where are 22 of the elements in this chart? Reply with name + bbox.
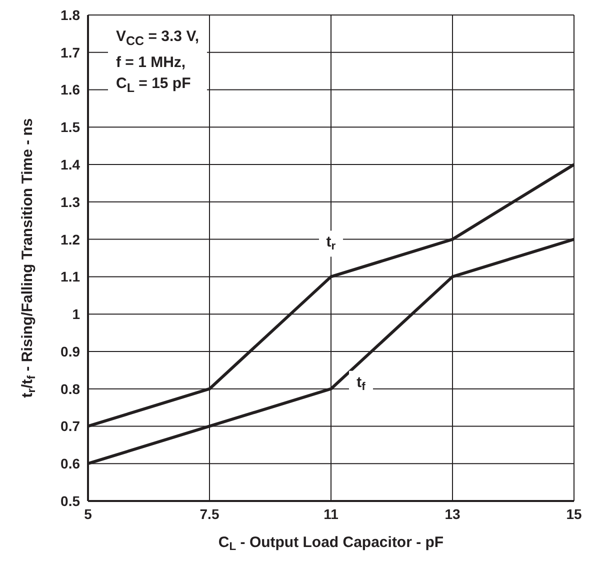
x-tick-label: 13: [444, 506, 460, 522]
y-tick-label: 0.9: [60, 343, 80, 360]
y-tick-label: 1.8: [60, 6, 80, 23]
y-tick-label: 1.3: [60, 194, 80, 210]
x-tick-label: 5: [84, 506, 92, 522]
x-tick-label: 7.5: [200, 506, 220, 522]
x-tick-label: 15: [566, 506, 582, 522]
y-tick-label: 1: [72, 306, 80, 322]
x-axis-title: C$_{L}$ - Output Load Capacitor - pF: [218, 534, 444, 554]
y-tick-label: 0.5: [60, 492, 80, 509]
y-tick-label: 1.2: [60, 231, 80, 248]
y-tick-label: 1.1: [60, 268, 80, 285]
series-label: t$_{f}$: [356, 374, 366, 394]
y-tick-label: 0.7: [60, 418, 80, 434]
y-tick-label: 0.6: [60, 456, 80, 472]
series-label: t$_{r}$: [326, 234, 336, 254]
y-tick-label: 1.7: [60, 44, 80, 60]
x-tick-label: 11: [324, 506, 339, 522]
y-tick-label: 0.8: [60, 380, 80, 397]
y-tick-label: 1.4: [60, 156, 80, 173]
y-tick-label: 1.5: [60, 119, 80, 136]
y-tick-label: 1.6: [60, 82, 80, 98]
